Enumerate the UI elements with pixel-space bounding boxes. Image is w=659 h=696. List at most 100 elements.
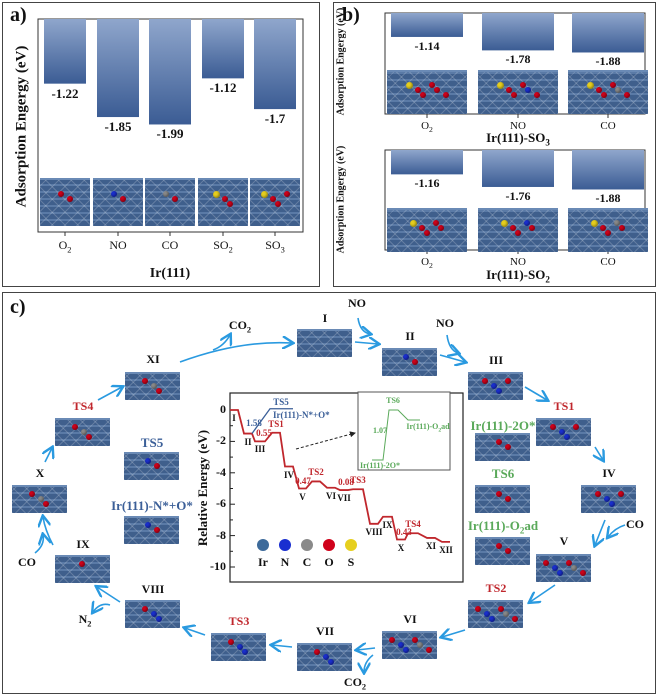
bar-CO bbox=[572, 150, 644, 190]
panel-a-letter: a) bbox=[10, 4, 27, 26]
bar-CO bbox=[572, 13, 644, 53]
structure-Ir(111)-2O* bbox=[475, 433, 530, 461]
molecule-label-text: CO bbox=[626, 517, 644, 531]
x-tick-label-text: CO bbox=[161, 238, 179, 252]
x-tick-label-subscript: 2 bbox=[67, 245, 72, 255]
atom-N bbox=[144, 458, 151, 465]
atom-N bbox=[144, 522, 151, 529]
structure-TS2 bbox=[468, 600, 523, 628]
state-label-II: II bbox=[244, 436, 252, 447]
atom-O bbox=[542, 560, 549, 567]
reaction-arrow bbox=[442, 630, 466, 637]
bar-CO bbox=[149, 19, 191, 125]
bar-value-label: -1.88 bbox=[595, 54, 621, 69]
structure-VIII bbox=[125, 600, 180, 628]
x-tick-label: NO bbox=[510, 120, 526, 134]
reaction-arrow bbox=[179, 343, 292, 363]
legend-atom-Ir bbox=[257, 539, 269, 551]
structure-XI bbox=[125, 372, 180, 400]
atom-O bbox=[228, 639, 234, 646]
legend-atom-S bbox=[345, 539, 357, 551]
reaction-arrow bbox=[43, 517, 54, 546]
atom-O bbox=[511, 616, 518, 623]
legend-label-O: O bbox=[324, 555, 334, 569]
x-tick-label-subscript: 2 bbox=[429, 261, 433, 271]
atom-S bbox=[212, 191, 220, 199]
state-label-III: III bbox=[254, 444, 266, 455]
atom-O bbox=[418, 224, 425, 231]
atom-C bbox=[613, 219, 620, 226]
molecule-label: N2 bbox=[79, 612, 92, 628]
reaction-arrow bbox=[34, 535, 43, 554]
branch-product-label: Ir(111)-N*+O* bbox=[273, 409, 330, 420]
panel-c-letter: c) bbox=[10, 296, 26, 318]
atom-N bbox=[237, 644, 243, 651]
bar-value-label: -1.7 bbox=[264, 111, 286, 127]
atom-S bbox=[261, 191, 268, 199]
atom-O bbox=[514, 229, 521, 236]
atom-O bbox=[156, 388, 162, 395]
reaction-arrow bbox=[354, 342, 378, 344]
atom-O bbox=[423, 229, 430, 236]
structure-label: IX bbox=[76, 537, 90, 551]
structure-label: VI bbox=[403, 612, 417, 626]
structure-label: TS3 bbox=[228, 614, 250, 628]
dashed-arrow bbox=[295, 431, 356, 450]
structure-Ir(111)-O2ad bbox=[475, 537, 530, 565]
adsorption-structure bbox=[145, 178, 195, 226]
panel-b-top-x-label: Ir(111)-SO3 bbox=[486, 130, 550, 148]
atom-O bbox=[599, 224, 606, 231]
x-tick-label: O2 bbox=[421, 120, 433, 134]
x-tick-label-text: O bbox=[421, 120, 430, 132]
structure-label: TS4 bbox=[72, 399, 94, 413]
branch-barrier-label: 1.58 bbox=[246, 418, 262, 429]
atom-O bbox=[596, 86, 602, 93]
x-tick-label-text: NO bbox=[510, 120, 526, 132]
structure-label: Ir(111)-2O* bbox=[470, 418, 536, 433]
atom-C bbox=[615, 86, 621, 93]
bar-value-label: -1.16 bbox=[414, 176, 440, 191]
atom-S bbox=[500, 219, 508, 227]
structure-VII bbox=[297, 643, 352, 671]
reaction-arrow bbox=[446, 334, 458, 353]
atom-O bbox=[86, 434, 92, 441]
atom-O bbox=[411, 359, 418, 366]
molecule-label-subscript: 2 bbox=[246, 325, 252, 335]
atom-O bbox=[72, 424, 78, 431]
adsorption-structure bbox=[478, 70, 558, 114]
bar-value-label: -1.22 bbox=[51, 85, 79, 101]
atom-N bbox=[495, 388, 502, 395]
atom-N bbox=[608, 501, 615, 508]
atom-N bbox=[556, 570, 563, 577]
atom-C bbox=[416, 642, 423, 649]
reaction-arrow bbox=[530, 584, 556, 602]
atom-O bbox=[29, 491, 35, 498]
bar-value-label: -1.12 bbox=[209, 80, 237, 96]
structure-label: TS6 bbox=[491, 466, 515, 481]
x-tick-label: CO bbox=[600, 256, 615, 270]
adsorption-structure bbox=[198, 178, 248, 226]
x-tick-label: CO bbox=[600, 120, 615, 134]
atom-N bbox=[397, 642, 404, 649]
x-tick-label-text: CO bbox=[600, 256, 616, 268]
branch-path bbox=[251, 408, 293, 434]
structure-VI bbox=[382, 631, 437, 659]
structure-label: V bbox=[559, 534, 569, 548]
atom-C bbox=[502, 611, 509, 618]
atom-S bbox=[587, 81, 594, 89]
atom-O bbox=[284, 191, 290, 198]
inset-path bbox=[372, 409, 420, 461]
reaction-arrow bbox=[212, 335, 230, 351]
structure-label-text: Ir(111)-O bbox=[467, 518, 520, 533]
atom-O bbox=[497, 606, 504, 613]
structure-TS6 bbox=[475, 485, 530, 513]
atom-C bbox=[151, 383, 157, 390]
structure-I bbox=[297, 329, 352, 357]
legend-atom-N bbox=[279, 539, 291, 551]
atom-O bbox=[504, 496, 511, 503]
atom-O bbox=[58, 191, 64, 198]
atom-O bbox=[474, 606, 481, 613]
legend-atom-O bbox=[323, 539, 335, 551]
panel-a-x-label: Ir(111) bbox=[149, 266, 191, 281]
atom-N bbox=[483, 611, 490, 618]
